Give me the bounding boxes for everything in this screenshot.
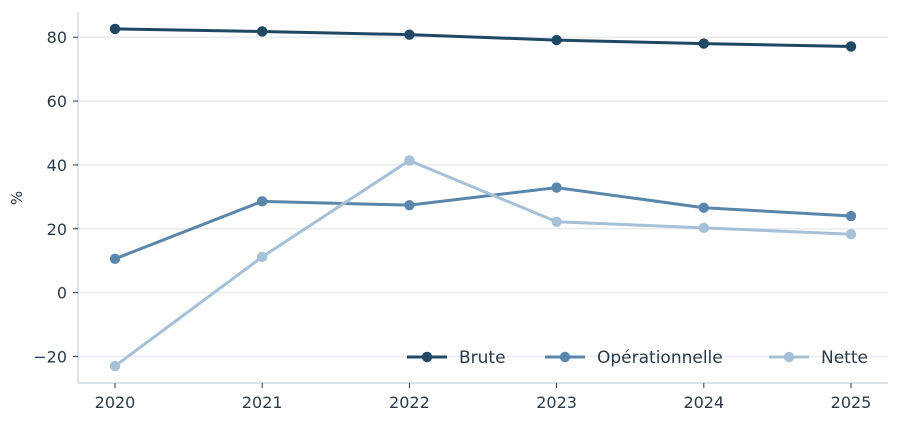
- legend-label: Nette: [821, 348, 868, 368]
- data-point: [257, 26, 268, 37]
- data-point: [257, 196, 268, 207]
- series-1: [109, 182, 857, 265]
- data-point: [109, 253, 121, 265]
- legend-item: Brute: [407, 348, 506, 368]
- data-point: [551, 182, 562, 193]
- x-axis-ticks: 2020 2021 2022 2023 2024 2025: [95, 383, 872, 412]
- data-point: [404, 199, 415, 211]
- series-2: [109, 155, 857, 372]
- x-tick-label: 2022: [389, 393, 430, 412]
- series-0: [109, 23, 857, 52]
- data-point: [551, 34, 562, 46]
- series-line: [114, 158, 852, 368]
- y-tick-label: 20: [47, 220, 67, 239]
- x-tick-label: 2020: [95, 393, 136, 412]
- data-point: [698, 202, 709, 213]
- x-tick-label: 2021: [242, 393, 283, 412]
- y-axis-ticks: −20 0 20 40 60 80: [33, 28, 78, 367]
- y-tick-label: −20: [33, 348, 67, 367]
- legend-item: Nette: [769, 348, 868, 368]
- legend-item: Opérationnelle: [545, 348, 723, 368]
- x-tick-label: 2023: [536, 393, 577, 412]
- data-point: [845, 210, 857, 222]
- legend-label: Opérationnelle: [597, 348, 723, 368]
- data-point: [698, 222, 709, 234]
- y-tick-label: 60: [47, 92, 67, 111]
- legend: Brute Opérationnelle Nette: [407, 348, 868, 368]
- legend-swatch-marker: [559, 351, 571, 363]
- data-point: [698, 38, 709, 49]
- data-point: [551, 216, 562, 227]
- x-tick-label: 2025: [831, 393, 872, 412]
- legend-swatch-marker: [783, 351, 795, 363]
- y-axis-label: %: [8, 191, 26, 205]
- y-tick-label: 40: [47, 156, 67, 175]
- legend-swatch-marker: [421, 351, 433, 363]
- data-point: [257, 251, 268, 263]
- data-point: [109, 23, 121, 35]
- series-line: [114, 27, 852, 48]
- series-line: [114, 186, 852, 261]
- data-point: [404, 29, 415, 40]
- legend-label: Brute: [459, 348, 506, 368]
- y-tick-label: 80: [47, 28, 67, 47]
- series-group: [109, 23, 857, 372]
- data-point: [845, 229, 857, 240]
- data-point: [404, 155, 415, 166]
- data-point: [109, 360, 121, 372]
- x-tick-label: 2024: [683, 393, 724, 412]
- y-tick-label: 0: [57, 284, 67, 303]
- data-point: [845, 41, 857, 52]
